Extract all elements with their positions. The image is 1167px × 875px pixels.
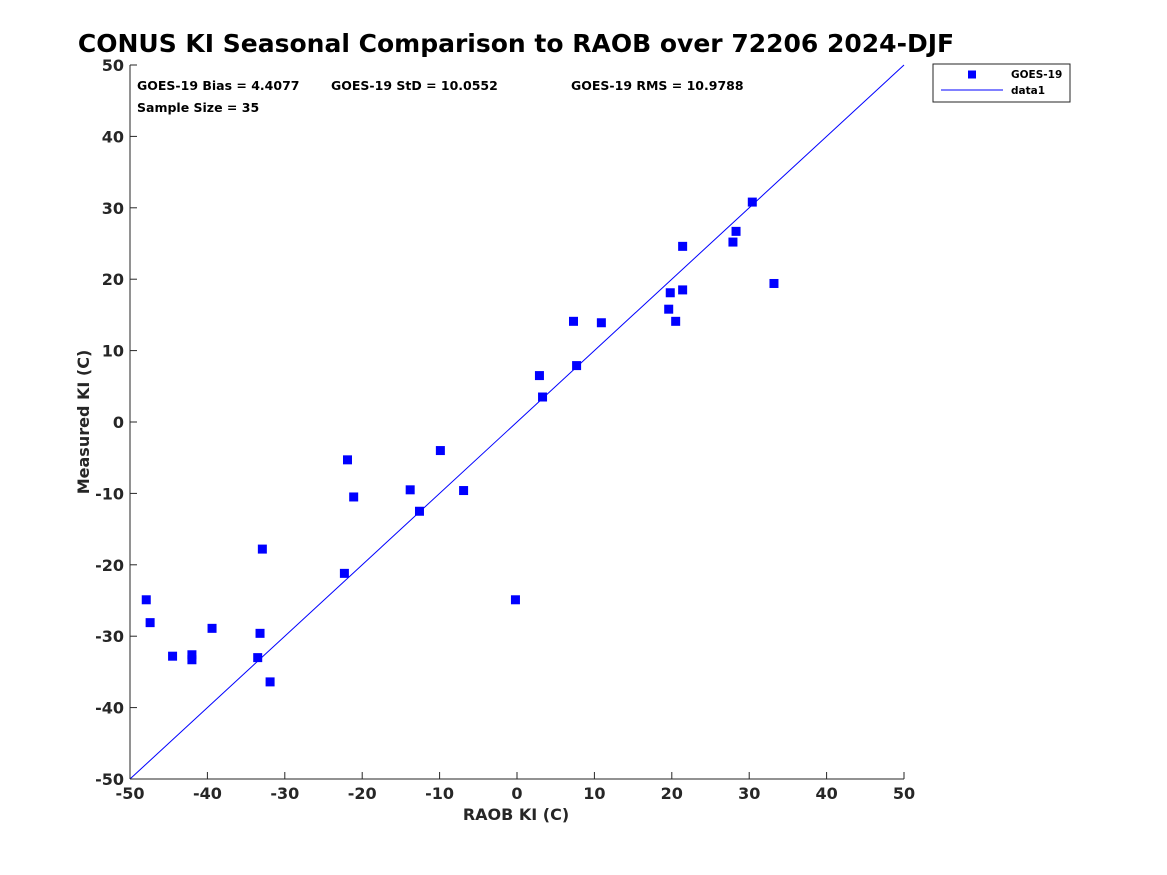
data-point-goes19 — [534, 371, 544, 381]
data-point-goes19 — [187, 650, 197, 660]
data-point-goes19 — [665, 288, 675, 298]
data-point-goes19 — [596, 318, 606, 328]
data-point-goes19 — [435, 446, 445, 456]
data-point-goes19 — [257, 544, 267, 554]
data-point-goes19 — [342, 455, 352, 465]
rms-annotation: GOES-19 RMS = 10.9788 — [571, 78, 744, 93]
y-tick-label: -30 — [95, 627, 124, 646]
y-tick-label: -50 — [95, 770, 124, 789]
x-tick-label: 30 — [738, 784, 760, 803]
y-tick-label: 20 — [102, 270, 124, 289]
data-point-goes19 — [339, 568, 349, 578]
x-tick-label: -30 — [270, 784, 299, 803]
x-tick-label: -50 — [116, 784, 145, 803]
y-tick-label: 30 — [102, 199, 124, 218]
data-point-goes19 — [265, 677, 275, 687]
y-tick-label: -10 — [95, 484, 124, 503]
x-tick-label: 20 — [661, 784, 683, 803]
data-point-goes19 — [510, 595, 520, 605]
std-annotation: GOES-19 StD = 10.0552 — [331, 78, 498, 93]
data-point-goes19 — [168, 651, 178, 661]
y-axis-label: Measured KI (C) — [74, 350, 93, 495]
x-tick-label: 10 — [583, 784, 605, 803]
x-tick-label: 50 — [893, 784, 915, 803]
data-point-goes19 — [253, 653, 263, 663]
data-point-goes19 — [671, 316, 681, 326]
y-tick-label: -20 — [95, 556, 124, 575]
legend-marker-square — [968, 70, 976, 79]
data-point-goes19 — [145, 618, 155, 628]
chart-title: CONUS KI Seasonal Comparison to RAOB ove… — [78, 29, 954, 58]
data-point-goes19 — [731, 226, 741, 236]
x-axis-label: RAOB KI (C) — [463, 805, 569, 824]
data-point-goes19 — [678, 241, 688, 251]
data-point-goes19 — [769, 278, 779, 288]
plot-area — [129, 64, 905, 780]
x-tick-label: 40 — [815, 784, 837, 803]
data-point-goes19 — [414, 506, 424, 516]
bias-annotation: GOES-19 Bias = 4.4077 — [137, 78, 299, 93]
data-point-goes19 — [747, 197, 757, 207]
legend-label-data1: data1 — [1011, 85, 1045, 97]
y-tick-label: 0 — [113, 413, 124, 432]
legend-label-goes19: GOES-19 — [1011, 69, 1062, 81]
data-point-goes19 — [187, 655, 197, 665]
data-point-goes19 — [207, 623, 217, 633]
y-tick-label: 50 — [102, 56, 124, 75]
data-point-goes19 — [678, 285, 688, 295]
x-tick-label: -40 — [193, 784, 222, 803]
data-point-goes19 — [141, 595, 151, 605]
legend-box — [932, 63, 1071, 103]
x-tick-label: 0 — [511, 784, 522, 803]
y-tick-label: 40 — [102, 127, 124, 146]
y-axis: -50 -40 -30 -20 -10 0 10 20 30 40 50 — [95, 56, 137, 789]
x-axis: -50 -40 -30 -20 -10 0 10 20 30 40 50 — [116, 772, 915, 803]
data-point-goes19 — [255, 628, 265, 638]
data-point-goes19 — [569, 316, 579, 326]
data-point-goes19 — [459, 486, 469, 496]
x-tick-label: -10 — [425, 784, 454, 803]
x-tick-label: -20 — [348, 784, 377, 803]
stats-annotations: GOES-19 Bias = 4.4077 GOES-19 StD = 10.0… — [137, 78, 744, 115]
sample-size-annotation: Sample Size = 35 — [137, 100, 259, 115]
data-point-goes19 — [349, 492, 359, 502]
data-point-goes19 — [572, 361, 582, 371]
data-point-goes19 — [538, 392, 548, 402]
legend: GOES-19 data1 — [932, 63, 1071, 103]
y-tick-label: -40 — [95, 699, 124, 718]
data-point-goes19 — [728, 237, 738, 247]
data-point-goes19 — [664, 304, 674, 314]
data-point-goes19 — [405, 485, 415, 495]
y-tick-label: 10 — [102, 342, 124, 361]
reference-line-data1 — [129, 64, 905, 780]
